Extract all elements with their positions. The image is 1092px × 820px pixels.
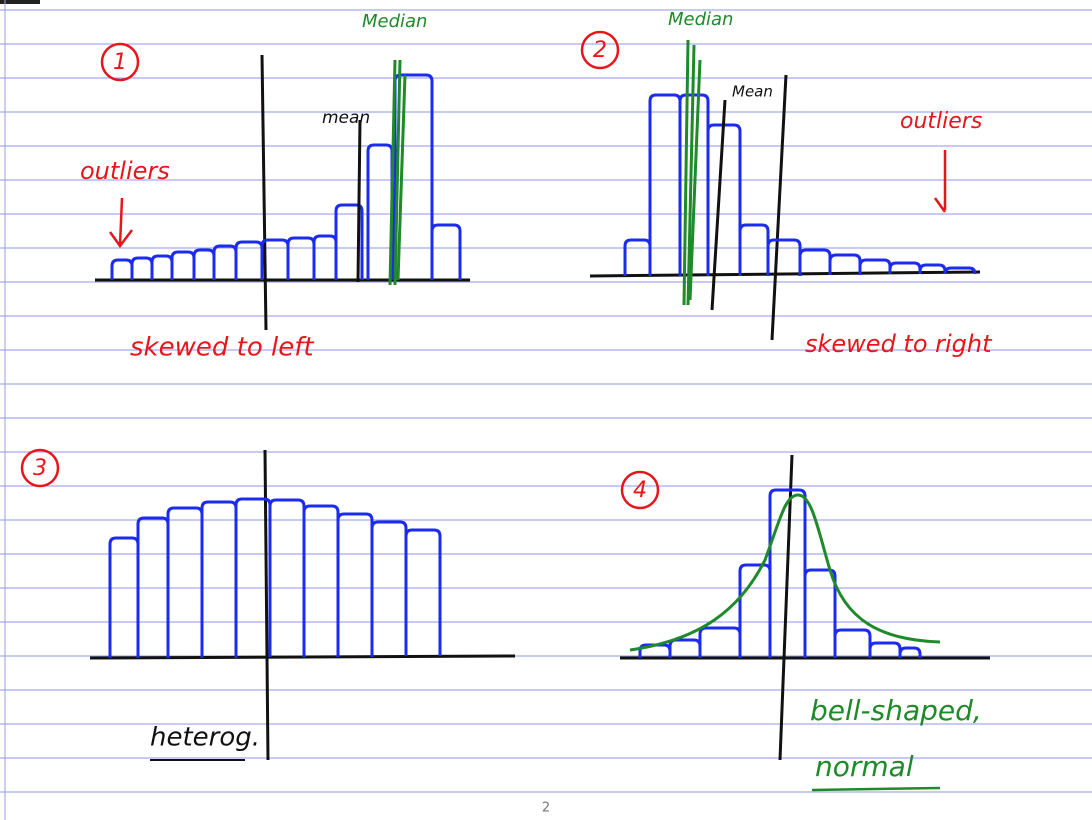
sketch-bar — [214, 246, 236, 280]
sketch-bar — [372, 522, 406, 656]
sketch-bar — [740, 225, 768, 276]
axis — [772, 75, 786, 340]
sketch-number: 1 — [113, 50, 127, 75]
sketch-bar — [194, 250, 214, 280]
median-line — [684, 40, 700, 305]
sketch-bar — [768, 240, 800, 276]
median-label: Median — [362, 11, 427, 32]
sketch-bar — [338, 514, 372, 657]
sketch-bar — [805, 570, 835, 658]
outliers-label: outliers — [80, 157, 170, 185]
histogram — [110, 499, 440, 658]
mean-line — [358, 120, 360, 282]
arrow — [110, 198, 132, 246]
mean-line — [712, 100, 725, 310]
sketch-bar — [314, 236, 336, 280]
sketch-skewed-right: 2 Mean Median outliers skewed to right — [582, 9, 993, 358]
sketch-bar — [432, 225, 460, 280]
caption: heterog. — [150, 723, 260, 753]
note-sheet: 1 mean Median outliers skewed to left 2 … — [0, 0, 1092, 820]
sketch-bar — [112, 260, 132, 280]
sketch-bar — [202, 502, 236, 658]
sketch-bar — [110, 538, 138, 658]
mean-label: Mean — [732, 83, 773, 101]
arrow — [935, 150, 945, 212]
sketch-uniform: 3 heterog. — [22, 450, 515, 760]
sketch-bar — [406, 530, 440, 656]
caption: bell-shaped, — [810, 694, 982, 727]
median-label: Median — [668, 9, 733, 30]
caption: skewed to right — [805, 330, 993, 358]
sketch-bar — [625, 240, 650, 276]
sketch-number: 3 — [33, 456, 47, 481]
sketch-bar — [835, 630, 870, 658]
mean-label: mean — [322, 108, 370, 128]
sketch-bar — [650, 95, 680, 276]
axis — [262, 55, 266, 330]
underline — [812, 788, 940, 790]
page: 1 mean Median outliers skewed to left 2 … — [0, 0, 1092, 820]
sketch-bar — [800, 250, 830, 275]
sketch-bar — [270, 500, 304, 657]
sketch-bar — [132, 258, 152, 280]
sketch-bar — [288, 238, 314, 280]
sketch-bar — [708, 125, 740, 276]
axis — [265, 450, 268, 760]
sketch-number: 2 — [593, 38, 607, 63]
sketch-bar — [172, 252, 194, 280]
median-line — [390, 60, 405, 285]
caption: normal — [815, 750, 914, 783]
page-marker — [0, 0, 40, 4]
sketch-skewed-left: 1 mean Median outliers skewed to left — [80, 11, 470, 363]
caption: skewed to left — [130, 333, 314, 363]
sketch-bar — [152, 256, 172, 280]
page-number: 2 — [542, 801, 550, 816]
outliers-label: outliers — [900, 109, 982, 134]
sketch-bar — [368, 145, 392, 280]
sketch-bar — [700, 628, 740, 658]
sketch-number: 4 — [633, 478, 647, 503]
sketch-bar — [304, 506, 338, 657]
sketch-bar — [670, 640, 700, 658]
sketch-bar — [168, 508, 202, 658]
